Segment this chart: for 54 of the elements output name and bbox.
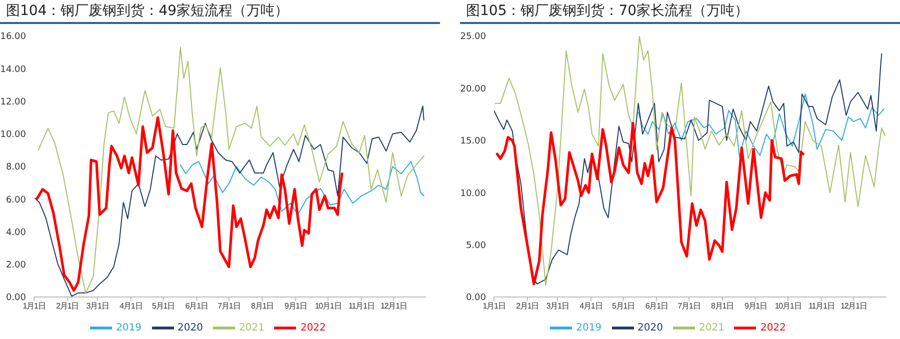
line-series [496,122,804,286]
legend-label: 2021 [699,322,724,334]
x-tick-label: 11月1日 [348,302,374,311]
x-tick-label: 4月1日 [120,302,142,311]
x-tick-label: 6月1日 [645,302,668,311]
x-tick-label: 4月1日 [580,302,602,311]
x-tick-label: 12月1日 [380,302,407,311]
legend-label: 2021 [239,322,264,334]
legend-label: 2019 [576,322,602,334]
y-tick-label: 2.00 [6,260,26,271]
line-series [38,46,424,294]
y-tick-label: 6.00 [6,195,26,206]
x-tick-label: 3月1日 [86,302,109,311]
x-tick-label: 1月1日 [482,302,506,311]
y-tick-label: 4.00 [6,228,26,238]
x-tick-label: 12月1日 [840,302,867,311]
legend-label: 2019 [116,322,142,334]
x-tick-label: 2月1日 [56,302,79,311]
line-series [638,93,884,158]
x-tick-label: 9月1日 [744,302,767,311]
x-tick-label: 10月1日 [774,302,802,311]
line-series [36,116,344,292]
x-tick-label: 5月1日 [152,302,174,311]
x-tick-label: 3月1日 [546,302,569,311]
chart-title: 图105：钢厂废钢到货：70家长流程（万吨） [460,0,900,24]
y-tick-label: 10.00 [460,188,486,199]
y-tick-label: 16.00 [0,32,26,42]
x-tick-label: 2月1日 [516,302,539,311]
chart-title: 图104：钢厂废钢到货：49家短流程（万吨） [0,0,440,24]
x-tick-label: 10月1日 [314,302,342,311]
x-tick-label: 7月1日 [218,302,240,311]
y-tick-label: 0.00 [6,293,26,304]
y-tick-label: 14.00 [0,64,26,75]
legend-label: 2020 [638,322,663,334]
x-tick-label: 6月1日 [185,302,208,311]
y-tick-label: 25.00 [460,32,486,42]
x-tick-label: 1月1日 [22,302,46,311]
y-tick-label: 20.00 [460,84,486,94]
x-tick-label: 8月1日 [251,302,274,311]
x-tick-label: 11月1日 [808,302,834,311]
y-tick-label: 15.00 [460,136,486,147]
legend-label: 2022 [300,322,326,334]
y-tick-label: 8.00 [6,162,26,173]
x-tick-label: 9月1日 [284,302,307,311]
y-tick-label: 10.00 [0,130,26,140]
y-tick-label: 12.00 [0,97,26,108]
x-tick-label: 8月1日 [711,302,734,311]
legend-label: 2020 [178,322,203,334]
legend-label: 2022 [760,322,786,334]
line-series [180,161,424,216]
y-tick-label: 0.00 [466,293,486,304]
x-tick-label: 5月1日 [612,302,634,311]
x-tick-label: 7月1日 [678,302,700,311]
y-tick-label: 5.00 [466,240,486,251]
